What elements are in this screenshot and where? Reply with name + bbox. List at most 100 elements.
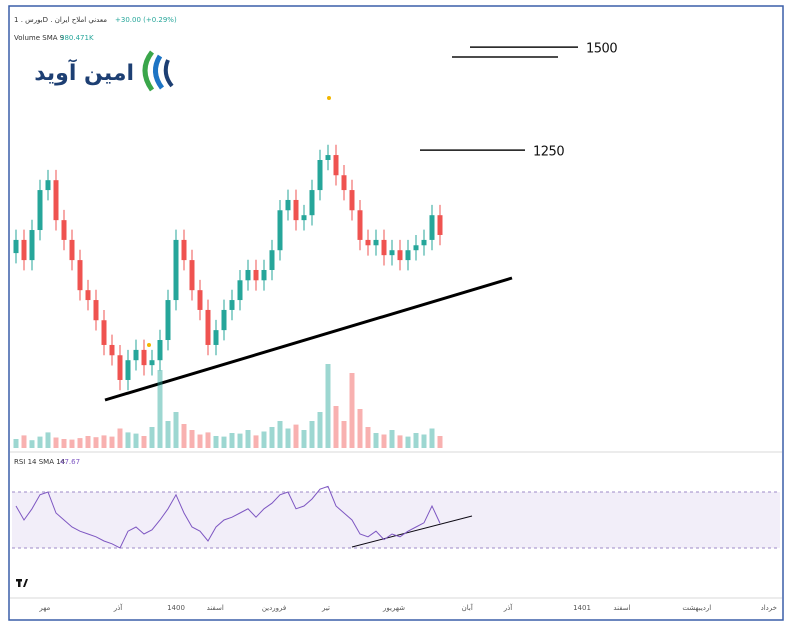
volume-bar xyxy=(173,412,179,448)
candle-body xyxy=(93,300,99,321)
volume-bar xyxy=(37,436,43,448)
volume-bar xyxy=(149,427,155,448)
logo-arc xyxy=(142,50,155,92)
volume-bar xyxy=(261,431,267,448)
volume-bar xyxy=(317,412,323,448)
candle-body xyxy=(245,269,251,281)
volume-bar xyxy=(301,430,307,448)
candle-body xyxy=(165,300,171,341)
candle-body xyxy=(117,355,123,380)
candle-body xyxy=(325,155,331,161)
candle-body xyxy=(21,239,27,261)
volume-bar xyxy=(381,434,387,448)
volume-bar xyxy=(109,436,115,448)
volume-bar xyxy=(213,436,219,448)
candle-body xyxy=(45,180,51,191)
volume-bar xyxy=(77,438,83,448)
volume-bar xyxy=(237,433,243,448)
rsi-title: RSI 14 SMA 14 xyxy=(14,458,66,466)
candle-body xyxy=(261,269,267,281)
candle-body xyxy=(229,300,235,310)
volume-bar xyxy=(253,435,259,448)
candle-body xyxy=(101,320,107,345)
volume-bar xyxy=(397,435,403,448)
candle-body xyxy=(189,260,195,291)
volume-bar xyxy=(61,439,67,448)
marker xyxy=(147,343,151,347)
x-tick-label: اردیبهشت xyxy=(682,604,711,612)
candle-body xyxy=(317,160,323,191)
x-tick-label: اسفند xyxy=(613,604,630,612)
marker xyxy=(327,96,331,100)
volume-bar xyxy=(141,436,147,448)
volume-bar xyxy=(285,428,291,448)
candle-body xyxy=(141,349,147,366)
candle-body xyxy=(349,190,355,211)
rsi-last: 47.67 xyxy=(60,458,80,466)
volume-bar xyxy=(325,364,331,448)
volume-title: Volume SMA 9 xyxy=(14,34,64,42)
candle-body xyxy=(405,250,411,261)
candle-body xyxy=(253,269,259,281)
volume-bar xyxy=(429,428,435,448)
tv-logo xyxy=(16,579,28,587)
volume-bar xyxy=(85,436,91,448)
candle-body xyxy=(133,349,139,361)
candle-body xyxy=(61,220,67,240)
logo-arc xyxy=(153,54,165,90)
logo: امین آوید xyxy=(34,50,174,92)
candle-body xyxy=(221,309,227,331)
candle-body xyxy=(285,199,291,211)
candle-body xyxy=(421,239,427,246)
volume-bar xyxy=(421,434,427,448)
x-tick-label: شهریور xyxy=(382,604,405,612)
volume-last: 380.471K xyxy=(60,34,94,42)
volume-bar xyxy=(437,436,443,448)
candle-body xyxy=(149,360,155,366)
logo-text: امین آوید xyxy=(34,58,134,86)
volume-bar xyxy=(133,433,139,448)
volume-bar xyxy=(125,432,131,448)
level-label: 1250 xyxy=(533,145,564,160)
candle-body xyxy=(357,210,363,240)
volume-bar xyxy=(181,424,187,448)
candle-body xyxy=(125,360,131,380)
candle-body xyxy=(29,230,35,261)
rsi-band xyxy=(12,492,780,548)
volume-bar xyxy=(309,421,315,448)
candle-body xyxy=(381,239,387,256)
symbol-info: بورس . 1D . معدني املاح ایران xyxy=(14,16,107,24)
candle-body xyxy=(333,155,339,176)
volume-bar xyxy=(205,432,211,448)
x-tick-label: آذر xyxy=(113,603,123,612)
volume-bar xyxy=(117,428,123,448)
candle-body xyxy=(157,340,163,361)
volume-bar xyxy=(69,439,75,448)
candle-body xyxy=(389,250,395,256)
volume-bar xyxy=(413,433,419,448)
candle-body xyxy=(309,190,315,216)
candle-body xyxy=(85,290,91,301)
x-tick-label: اسفند xyxy=(207,604,224,612)
x-tick-label: خرداد xyxy=(761,604,777,612)
x-tick-label: آبان xyxy=(462,603,474,612)
volume-bar xyxy=(29,440,35,448)
volume-bar xyxy=(341,421,347,448)
volume-bar xyxy=(189,430,195,448)
volume-bar xyxy=(45,432,51,448)
candle-body xyxy=(341,175,347,191)
candle-body xyxy=(197,290,203,310)
candle-body xyxy=(53,180,59,221)
rsi-trend-line xyxy=(351,515,473,548)
candle-body xyxy=(237,280,243,301)
candle-body xyxy=(277,210,283,251)
trend-line xyxy=(104,276,513,402)
volume-bar xyxy=(349,373,355,448)
volume-bar xyxy=(13,439,19,448)
candle-body xyxy=(269,250,275,270)
candle-body xyxy=(429,215,435,240)
volume-bar xyxy=(245,430,251,448)
volume-bar xyxy=(365,427,371,448)
volume-bar xyxy=(21,435,27,448)
